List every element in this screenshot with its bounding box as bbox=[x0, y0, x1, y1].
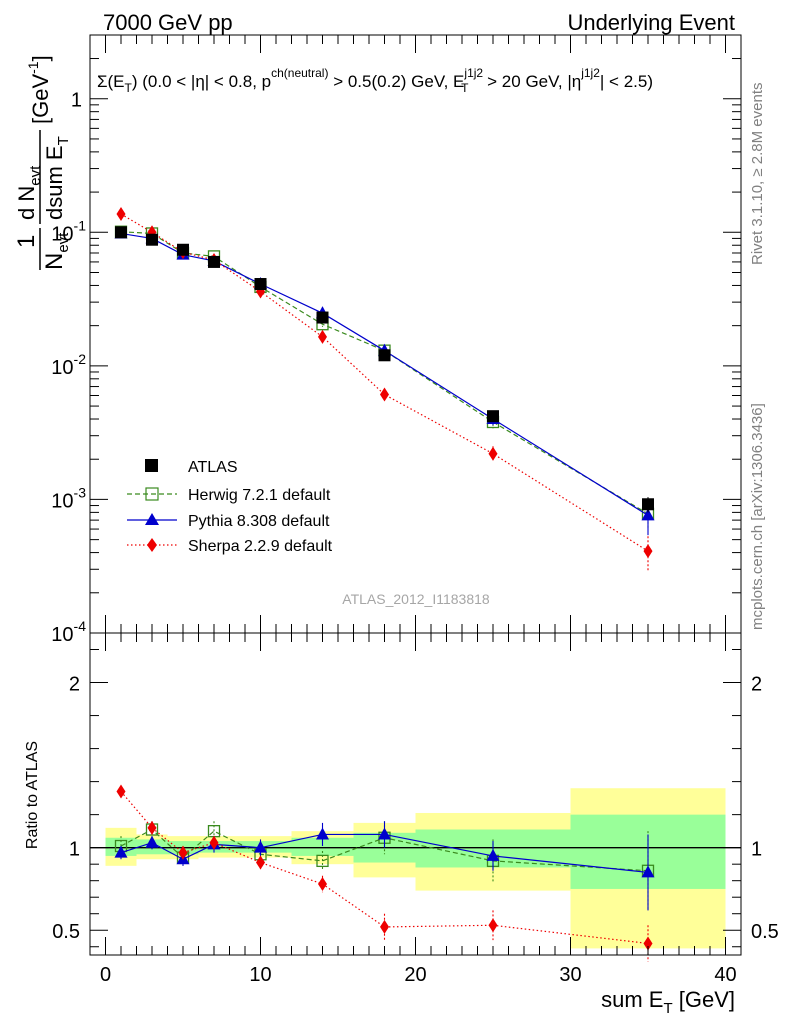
ratio-band-inner-5 bbox=[291, 837, 354, 856]
analysis-watermark: ATLAS_2012_I1183818 bbox=[342, 591, 490, 607]
point-sherpa-0 bbox=[116, 784, 126, 799]
mcplots-label: mcplots.cern.ch [arXiv:1306.3436] bbox=[749, 403, 766, 630]
ratio-panel-axes: 0.5 0.51 12 20 10 20 30 40 bbox=[52, 632, 779, 986]
legend-label-pythia: Pythia 8.308 default bbox=[188, 513, 330, 530]
point-atlas-1 bbox=[146, 233, 158, 246]
point-pythia-6 bbox=[378, 827, 391, 840]
point-sherpa-0 bbox=[116, 207, 126, 222]
legend: ATLAS Herwig 7.2.1 default Pythia 8.308 … bbox=[127, 459, 333, 555]
ratio-ytick-label-right: 1 bbox=[751, 839, 762, 861]
point-atlas-7 bbox=[487, 410, 499, 423]
main-ytick-label: 10-1 bbox=[51, 217, 86, 245]
legend-marker-sherpa bbox=[147, 538, 157, 552]
point-sherpa-4 bbox=[256, 855, 265, 870]
xlabel: sum ET [GeV] bbox=[601, 987, 735, 1017]
ratio-ytick-label-right: 0.5 bbox=[751, 921, 779, 943]
main-ytick-label: 10-3 bbox=[51, 484, 86, 512]
xtick-label: 0 bbox=[100, 964, 111, 986]
cuts-label: Σ(ET) (0.0 < |η| < 0.8, pch(neutral) > 0… bbox=[97, 66, 653, 95]
series-line-sherpa bbox=[120, 791, 649, 945]
series-atlas bbox=[115, 226, 654, 513]
xtick-label: 10 bbox=[249, 964, 271, 986]
point-pythia-7 bbox=[486, 848, 500, 861]
header-left: 7000 GeV pp bbox=[103, 10, 233, 35]
point-sherpa-8 bbox=[643, 544, 653, 559]
point-atlas-5 bbox=[316, 311, 329, 324]
ratio-panel-series bbox=[114, 784, 655, 962]
point-atlas-4 bbox=[254, 278, 267, 291]
svg-text:dsum ET: dsum ET bbox=[42, 136, 72, 220]
xtick-label: 30 bbox=[559, 964, 581, 986]
point-pythia-5 bbox=[316, 827, 329, 840]
ylabel-main: 1 Nevt d Nevt dsum ET [GeV-1] bbox=[13, 55, 72, 270]
main-panel-series bbox=[114, 207, 655, 572]
ratio-ytick-label-left: 2 bbox=[69, 674, 80, 696]
rivet-label: Rivet 3.1.10, ≥ 2.8M events bbox=[749, 83, 766, 266]
point-atlas-3 bbox=[208, 255, 220, 268]
point-sherpa-5 bbox=[318, 876, 327, 891]
header-right: Underlying Event bbox=[567, 10, 735, 35]
legend-marker-pythia bbox=[145, 513, 159, 525]
svg-text:Nevt: Nevt bbox=[41, 232, 72, 270]
legend-label-atlas: ATLAS bbox=[188, 459, 238, 476]
point-sherpa-2 bbox=[178, 845, 188, 860]
point-sherpa-1 bbox=[147, 820, 157, 835]
point-sherpa-7 bbox=[488, 918, 498, 933]
legend-label-herwig: Herwig 7.2.1 default bbox=[188, 487, 331, 504]
point-sherpa-6 bbox=[380, 919, 389, 934]
main-ytick-label: 1 bbox=[71, 90, 82, 112]
series-herwig bbox=[114, 225, 655, 530]
ratio-ytick-label-left: 1 bbox=[69, 839, 80, 861]
point-sherpa-8 bbox=[643, 936, 653, 951]
ratio-ytick-label-left: 0.5 bbox=[52, 921, 80, 943]
main-ytick-label: 10-4 bbox=[51, 618, 86, 646]
point-herwig-5 bbox=[316, 854, 329, 868]
ylabel-ratio: Ratio to ATLAS bbox=[24, 741, 41, 849]
point-atlas-6 bbox=[378, 349, 391, 362]
legend-label-sherpa: Sherpa 2.2.9 default bbox=[188, 538, 333, 555]
point-pythia-0 bbox=[114, 845, 128, 858]
ratio-ytick-label-right: 2 bbox=[751, 674, 762, 696]
ratio-panel-bands bbox=[90, 788, 741, 949]
point-atlas-8 bbox=[642, 498, 654, 511]
point-pythia-8 bbox=[641, 508, 655, 521]
series-sherpa bbox=[116, 784, 653, 962]
point-pythia-4 bbox=[254, 840, 267, 853]
xtick-label: 40 bbox=[714, 964, 736, 986]
point-sherpa-7 bbox=[488, 446, 498, 461]
point-pythia-8 bbox=[641, 865, 655, 878]
svg-text:1: 1 bbox=[13, 235, 40, 248]
main-panel-axes: 10-4 10-3 10-2 10-1 1 bbox=[51, 34, 742, 646]
point-sherpa-6 bbox=[380, 387, 389, 402]
point-sherpa-3 bbox=[209, 835, 219, 850]
point-atlas-0 bbox=[115, 226, 127, 239]
legend-marker-atlas bbox=[145, 459, 158, 472]
svg-text:[GeV-1]: [GeV-1] bbox=[25, 55, 53, 124]
point-atlas-2 bbox=[177, 243, 189, 256]
point-sherpa-5 bbox=[318, 329, 327, 344]
xtick-label: 20 bbox=[404, 964, 426, 986]
main-ytick-label: 10-2 bbox=[51, 351, 86, 379]
series-pythia bbox=[114, 821, 655, 911]
legend-marker-herwig bbox=[145, 487, 159, 501]
point-pythia-1 bbox=[145, 835, 159, 848]
